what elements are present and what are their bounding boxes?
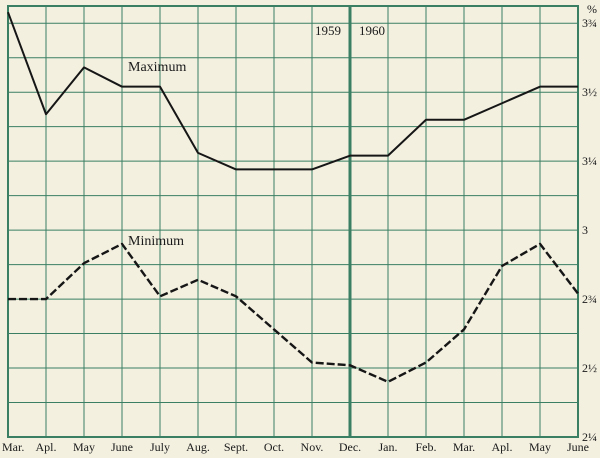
y-tick-label: 3½	[582, 85, 597, 99]
x-tick-label: July	[150, 440, 170, 454]
x-tick-label: June	[111, 440, 133, 454]
y-tick-label: 3¼	[582, 154, 597, 168]
x-tick-label: Jan.	[379, 440, 398, 454]
x-tick-label: Mar.	[2, 440, 24, 454]
x-tick-label: Mar.	[453, 440, 475, 454]
x-tick-label: Sept.	[224, 440, 248, 454]
y-tick-label: 2¾	[582, 292, 597, 306]
x-tick-label: May	[73, 440, 95, 454]
plot-border	[7, 5, 579, 438]
year-label-right: 1960	[359, 23, 385, 38]
x-tick-label: Oct.	[264, 440, 284, 454]
y-tick-label: 2½	[582, 361, 597, 375]
series-label-minimum: Minimum	[128, 234, 184, 249]
y-axis-unit-label: %	[587, 2, 597, 16]
series-label-maximum: Maximum	[128, 60, 186, 75]
x-tick-label: Nov.	[301, 440, 324, 454]
year-label-left: 1959	[315, 23, 341, 38]
x-tick-label: May	[529, 440, 551, 454]
x-tick-label: Dec.	[339, 440, 361, 454]
y-tick-label: 3	[582, 223, 588, 237]
x-tick-label: Feb.	[416, 440, 437, 454]
x-tick-label: Apl.	[36, 440, 57, 454]
x-tick-label: Apl.	[492, 440, 513, 454]
x-tick-label: June	[567, 440, 589, 454]
x-tick-label: Aug.	[186, 440, 210, 454]
y-tick-label: 2¼	[582, 430, 597, 444]
series-line-minimum	[8, 242, 579, 384]
series-line-maximum	[7, 11, 578, 171]
y-tick-label: 3¾	[582, 16, 597, 30]
